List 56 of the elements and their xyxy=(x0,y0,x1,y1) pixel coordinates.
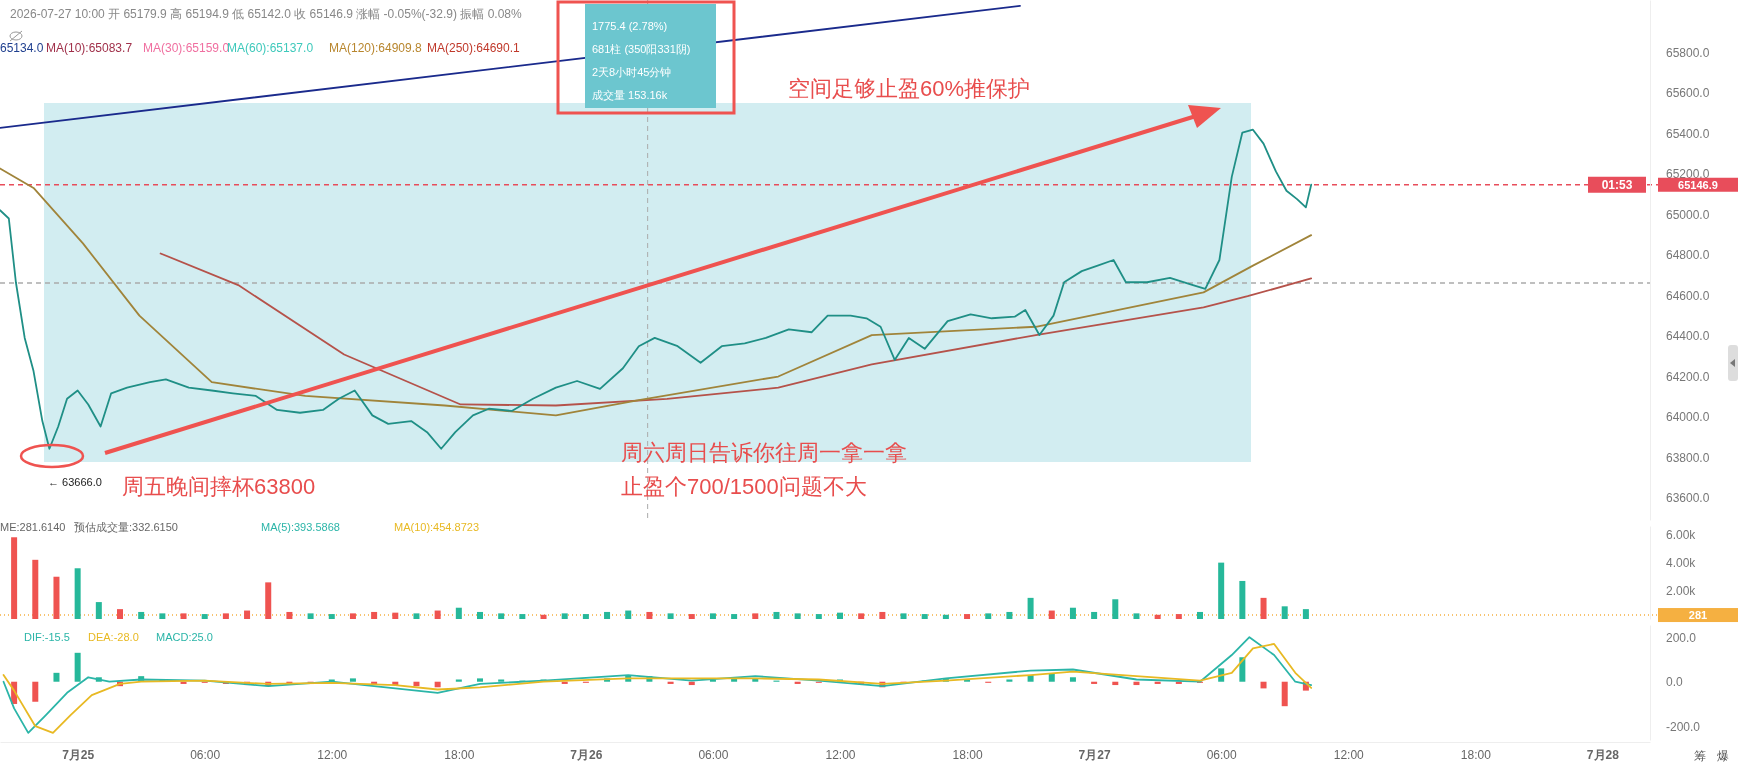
annotation: 681柱 (350阳331阴) xyxy=(592,43,691,55)
y-tick-label: 65000.0 xyxy=(1666,207,1710,222)
y-tick-label: 63600.0 xyxy=(1666,491,1710,506)
annotation: MA(5):393.5868 xyxy=(261,521,340,533)
y-tick-label: -200.0 xyxy=(1666,719,1701,734)
ref-line-label: 281 xyxy=(1688,609,1708,622)
annotation: DEA:-28.0 xyxy=(88,631,139,643)
y-tick-label: 64400.0 xyxy=(1666,329,1710,344)
annotation: MA(10):454.8723 xyxy=(394,521,479,533)
annotation: 预估成交量:332.6150 xyxy=(74,521,178,533)
annotation: ME:281.6140 xyxy=(0,521,66,533)
annotation: DIF:-15.5 xyxy=(24,631,70,643)
x-tick-label: 12:00 xyxy=(317,747,348,762)
y-tick-label: 65600.0 xyxy=(1666,86,1710,101)
annotation: 成交量 153.16k xyxy=(592,89,668,101)
x-tick-label: 06:00 xyxy=(1206,747,1238,762)
annotation: 周六周日告诉你往周一拿一拿 xyxy=(621,440,907,465)
y-tick-label: 4.00k xyxy=(1666,555,1697,570)
y-tick-label: 200.0 xyxy=(1666,630,1697,645)
annotation: MA(60):65137.0 xyxy=(227,41,314,55)
x-tick-label: 7月27 xyxy=(1078,747,1111,762)
annotation: ← 63666.0 xyxy=(48,476,102,488)
y-tick-label: 0.0 xyxy=(1666,675,1684,690)
annotation: MA(10):65083.7 xyxy=(46,41,133,55)
x-tick-label: 12:00 xyxy=(825,747,856,762)
annotation: MACD:25.0 xyxy=(156,631,213,643)
annotation: 周五晚间摔杯63800 xyxy=(122,474,316,499)
annotation: 止盈个700/1500问题不大 xyxy=(621,474,867,499)
y-tick-label: 2.00k xyxy=(1666,584,1697,599)
text: 爆 xyxy=(1717,749,1729,763)
x-tick-label: 06:00 xyxy=(698,747,729,762)
y-tick-label: 64200.0 xyxy=(1666,369,1710,384)
x-tick-label: 7月26 xyxy=(570,747,603,762)
annotation: 65134.0 xyxy=(0,41,44,55)
y-tick-label: 64000.0 xyxy=(1666,410,1710,425)
y-tick-label: 64800.0 xyxy=(1666,248,1710,263)
annotation: 空间足够止盈60%推保护 xyxy=(788,76,1031,101)
x-tick-label: 7月28 xyxy=(1586,747,1620,762)
x-tick-label: 7月25 xyxy=(62,747,95,762)
x-tick-label: 12:00 xyxy=(1333,747,1365,762)
annotation: 1775.4 (2.78%) xyxy=(592,20,668,32)
x-tick-label: 18:00 xyxy=(952,747,983,762)
x-tick-label: 18:00 xyxy=(444,747,475,762)
y-tick-label: 6.00k xyxy=(1666,527,1697,542)
y-tick-label: 65800.0 xyxy=(1666,45,1710,60)
y-tick-label: 63800.0 xyxy=(1666,450,1710,465)
x-tick-label: 06:00 xyxy=(190,747,221,762)
x-tick-label: 18:00 xyxy=(1460,747,1492,762)
text: 筹 xyxy=(1694,749,1706,763)
annotation: 2026-07-27 10:00 开 65179.9 高 65194.9 低 65142.0 收 65146.9 涨幅 -0.05%(-32.9) 振幅 0.08% xyxy=(10,7,522,21)
annotation: 01:53 xyxy=(1601,177,1633,192)
y-tick-label: 64600.0 xyxy=(1666,288,1710,303)
y-tick-label: 65400.0 xyxy=(1666,126,1710,141)
annotation: 2天8小时45分钟 xyxy=(592,66,672,78)
annotation: MA(120):64909.8 xyxy=(329,41,423,55)
annotation: MA(250):64690.1 xyxy=(427,41,521,55)
